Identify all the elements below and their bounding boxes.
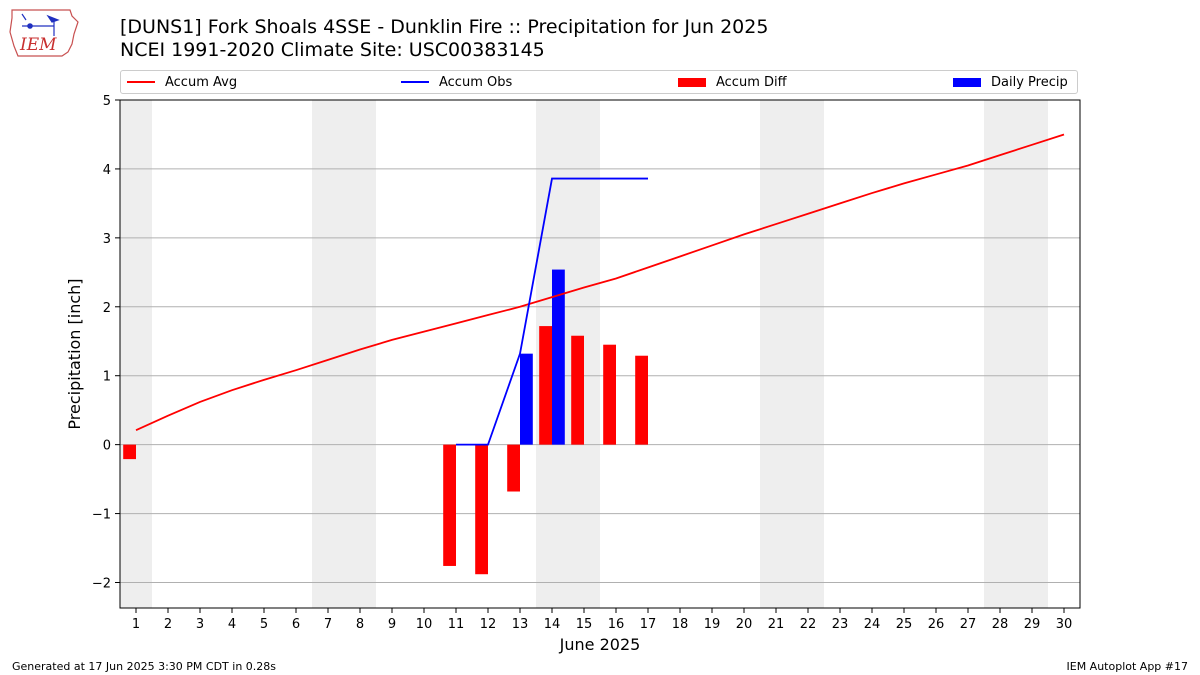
x-tick-label: 8 [356,617,364,632]
weekend-shade [344,100,376,608]
iowa-outline-icon [9,9,79,57]
accum-obs-line [456,177,648,446]
chart-subtitle: NCEI 1991-2020 Climate Site: USC00383145 [120,39,545,61]
accum-diff-bar [443,444,456,566]
accum-diff-bar [475,444,488,575]
legend-label-accum-obs: Accum Obs [439,74,513,90]
legend-swatch-accum-avg [127,81,155,83]
x-tick-label: 5 [260,617,268,632]
x-tick-label: 19 [704,617,721,632]
x-tick-label: 12 [480,617,497,632]
plot-area-frame [119,99,1081,609]
y-tick-label: −1 [92,508,111,523]
legend-swatch-accum-obs [401,81,429,83]
daily-precip-bar [520,353,533,445]
y-tick-label: 0 [103,439,111,454]
chart-title: [DUNS1] Fork Shoals 4SSE - Dunklin Fire … [120,16,769,38]
x-tick-label: 15 [576,617,593,632]
x-tick-label: 3 [196,617,204,632]
x-tick-label: 11 [448,617,465,632]
x-tick-label: 26 [928,617,945,632]
legend-label-daily-precip: Daily Precip [991,74,1068,90]
legend-label-accum-avg: Accum Avg [165,74,238,90]
x-tick-label: 17 [640,617,657,632]
legend-item-accum-avg: Accum Avg [127,74,237,90]
x-tick-label: 1 [132,617,140,632]
y-tick-label: −2 [92,576,111,591]
x-axis-label: June 2025 [559,635,641,654]
x-tick-label: 27 [960,617,977,632]
footer-generated-text: Generated at 17 Jun 2025 3:30 PM CDT in … [12,660,277,673]
x-tick-label: 24 [864,617,881,632]
x-tick-label: 18 [672,617,689,632]
x-tick-label: 10 [416,617,433,632]
legend-swatch-daily-precip [953,77,981,87]
x-tick-label: 30 [1056,617,1073,632]
weekend-shade [792,100,824,608]
legend-item-accum-diff: Accum Diff [678,74,787,90]
chart-legend: Accum Avg Accum Obs Accum Diff Daily Pre… [120,70,1078,94]
y-tick-label: 3 [103,232,111,247]
y-tick-label: 2 [103,301,111,316]
y-tick-label: 4 [103,163,111,178]
y-tick-label: 1 [103,370,111,385]
x-tick-label: 9 [388,617,396,632]
footer-app-text: IEM Autoplot App #17 [1066,660,1189,673]
x-tick-label: 6 [292,617,300,632]
y-axis-label: Precipitation [inch] [65,278,84,429]
weekend-shade [312,100,344,608]
x-tick-label: 4 [228,617,236,632]
accum-diff-bar [635,355,648,445]
legend-item-daily-precip: Daily Precip [953,74,1068,90]
weekend-shade [1016,100,1048,608]
legend-item-accum-obs: Accum Obs [401,74,512,90]
x-tick-label: 16 [608,617,625,632]
x-tick-label: 23 [832,617,849,632]
accum-diff-bar [539,326,552,445]
weekend-shade [760,100,792,608]
legend-label-accum-diff: Accum Diff [716,74,787,90]
x-tick-label: 29 [1024,617,1041,632]
weekend-shade [120,100,152,608]
x-tick-label: 2 [164,617,172,632]
iem-logo: IEM [8,6,80,58]
weekend-shade [984,100,1016,608]
x-tick-label: 22 [800,617,817,632]
x-tick-label: 20 [736,617,753,632]
x-tick-label: 13 [512,617,529,632]
accum-diff-bar [123,444,136,460]
legend-swatch-accum-diff [678,77,706,87]
x-tick-label: 25 [896,617,913,632]
logo-text: IEM [19,35,57,55]
x-tick-label: 7 [324,617,332,632]
y-tick-label: 5 [103,94,111,109]
accum-diff-bar [507,444,520,492]
accum-diff-bar [571,335,584,445]
x-tick-label: 28 [992,617,1009,632]
x-tick-label: 21 [768,617,785,632]
accum-diff-bar [603,344,616,445]
x-tick-label: 14 [544,617,561,632]
accum-avg-line [135,133,1065,431]
daily-precip-bar [552,269,565,445]
weather-instruments-icon [21,13,60,36]
